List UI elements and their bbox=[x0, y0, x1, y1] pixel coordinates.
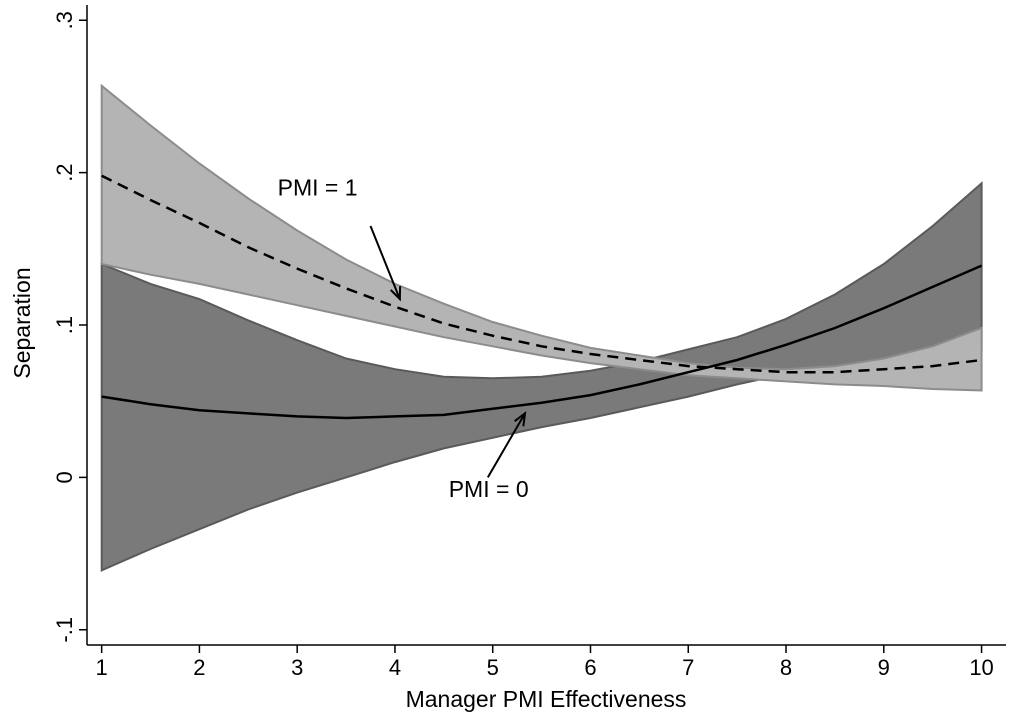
series-lines bbox=[101, 174, 983, 420]
annotation-arrow bbox=[369, 225, 401, 300]
x-tick-label: 5 bbox=[487, 655, 499, 680]
series-line-pmi-1 bbox=[101, 174, 982, 374]
annotation-arrow bbox=[486, 412, 526, 478]
y-ticks: -.1 0 .1 .2 .3 bbox=[52, 11, 87, 643]
x-tick-label: 1 bbox=[96, 655, 108, 680]
y-tick-label: .3 bbox=[52, 11, 77, 29]
x-tick-label: 4 bbox=[389, 655, 401, 680]
annotations: PMI = 1 PMI = 0 bbox=[278, 174, 529, 502]
series-line-pmi-0 bbox=[101, 264, 983, 420]
x-ticks: 1 2 3 4 5 6 7 8 9 10 bbox=[96, 645, 994, 680]
annotation-arrowhead bbox=[389, 286, 402, 302]
x-tick-label: 3 bbox=[291, 655, 303, 680]
annotation-label-pmi-1: PMI = 1 bbox=[278, 174, 358, 200]
x-axis-title: Manager PMI Effectiveness bbox=[406, 686, 687, 712]
x-tick-label: 2 bbox=[193, 655, 205, 680]
y-tick-label: .1 bbox=[52, 316, 77, 334]
y-axis-title: Separation bbox=[9, 267, 35, 378]
y-tick-label: -.1 bbox=[52, 617, 77, 643]
y-tick-label: .2 bbox=[52, 163, 77, 181]
confidence-bands bbox=[100, 83, 983, 572]
x-tick-label: 10 bbox=[969, 655, 993, 680]
x-tick-label: 8 bbox=[780, 655, 792, 680]
x-tick-label: 6 bbox=[584, 655, 596, 680]
x-tick-label: 9 bbox=[878, 655, 890, 680]
y-tick-label: 0 bbox=[52, 471, 77, 483]
annotation-arrowhead bbox=[514, 411, 527, 427]
x-tick-label: 7 bbox=[682, 655, 694, 680]
annotation-label-pmi-0: PMI = 0 bbox=[449, 476, 529, 502]
confidence-band-pmi-1 bbox=[100, 83, 983, 392]
